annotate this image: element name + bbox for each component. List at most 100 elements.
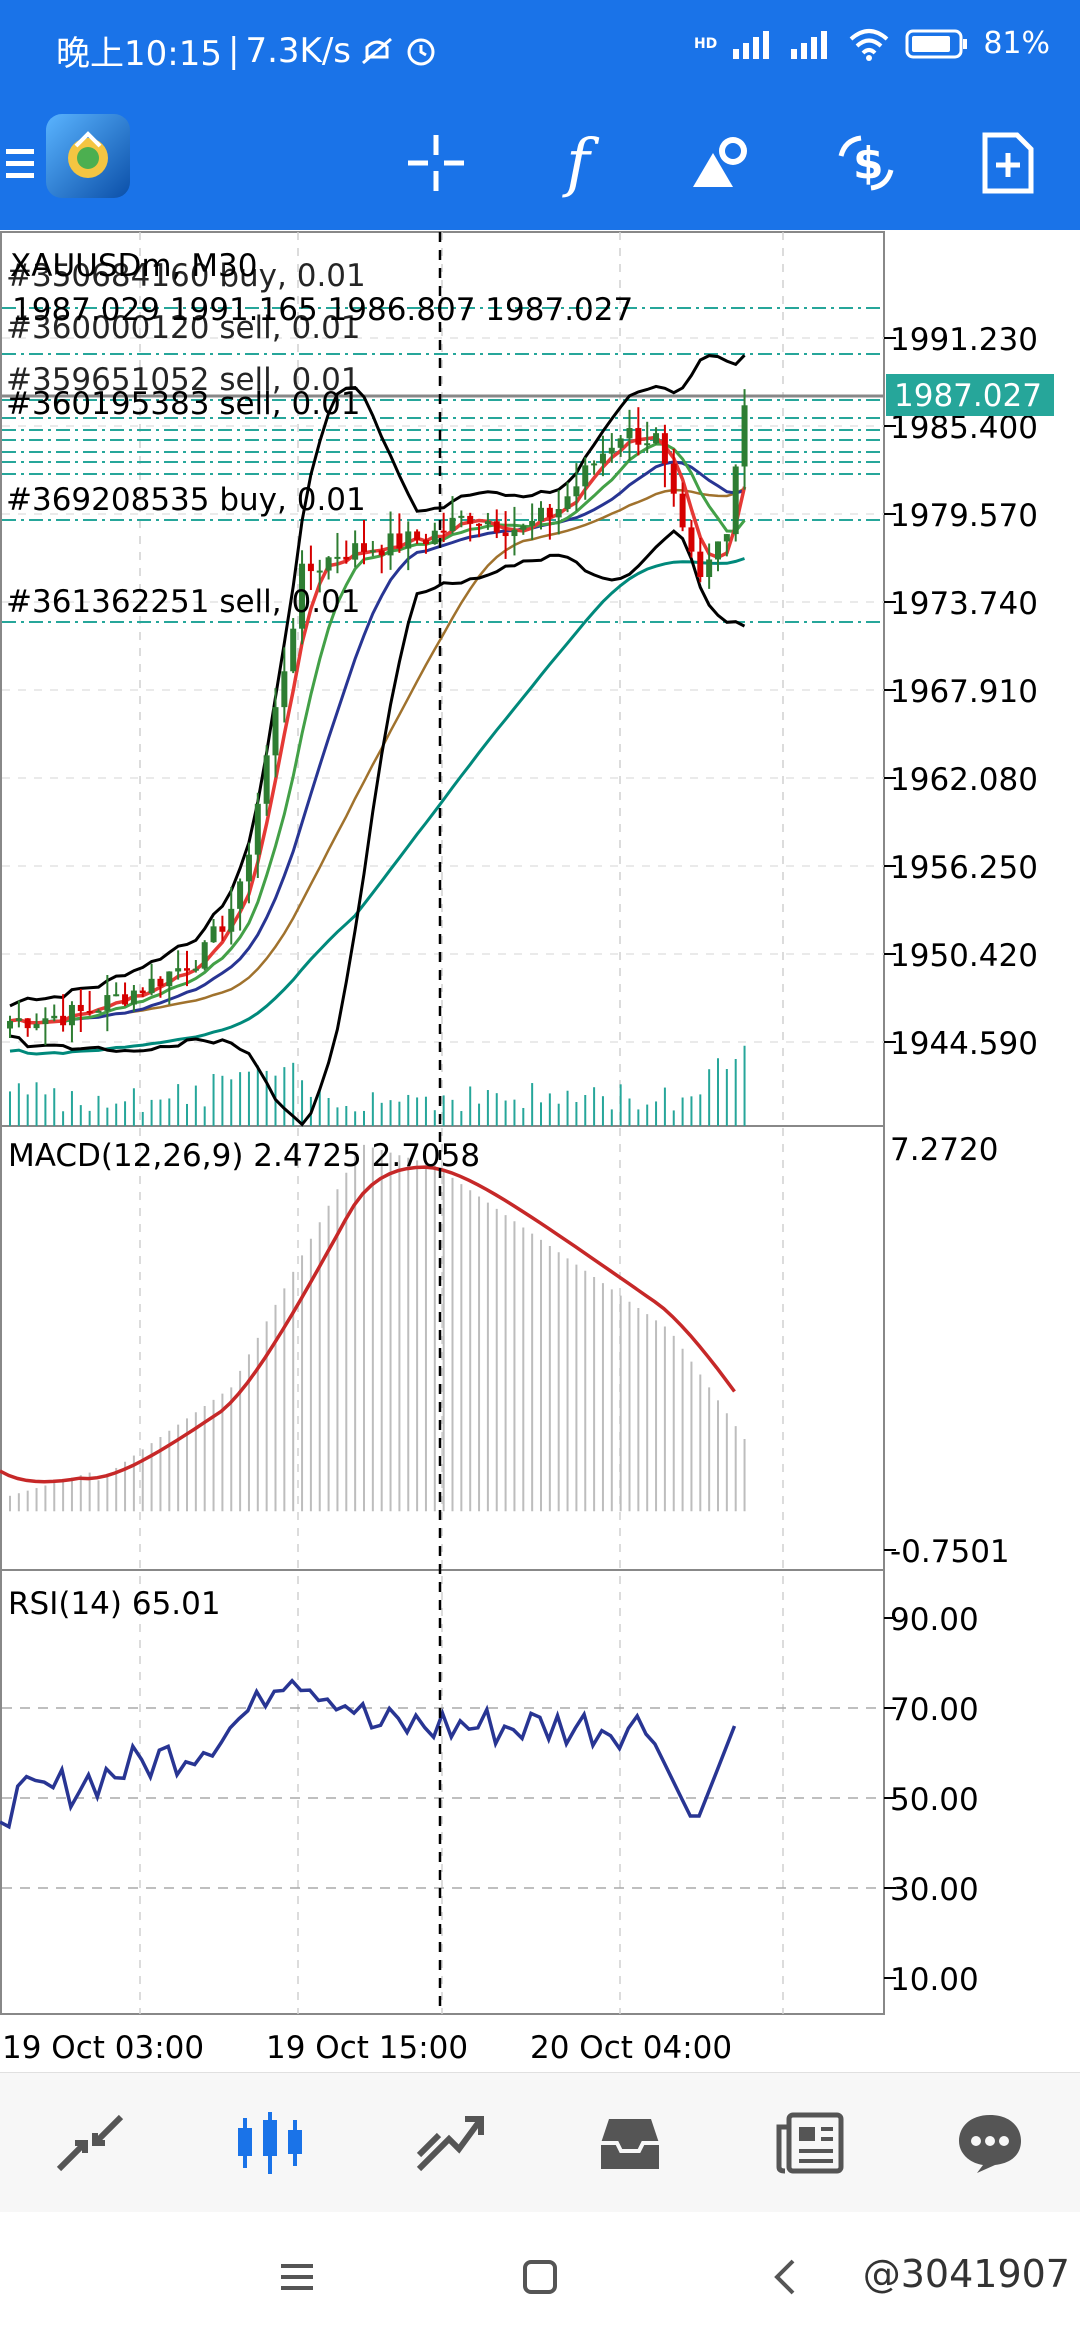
nav-history[interactable] <box>570 2083 690 2203</box>
objects-icon <box>693 137 747 187</box>
candle-body <box>68 1004 75 1026</box>
candle-body <box>679 493 686 528</box>
objects-button[interactable] <box>662 96 782 230</box>
nav-chart[interactable] <box>210 2083 330 2203</box>
candle-body <box>60 1015 67 1026</box>
candle-body <box>564 496 571 510</box>
candle-body <box>42 1018 49 1025</box>
wifi-icon <box>849 28 889 61</box>
candle-body <box>467 515 474 524</box>
candle-body <box>104 995 111 1011</box>
menu-button[interactable] <box>0 96 40 230</box>
candle-body <box>254 803 261 855</box>
nav-quotes[interactable] <box>30 2083 150 2203</box>
current-price-tag <box>886 374 1054 416</box>
home-icon <box>523 2260 557 2294</box>
candle-body <box>139 990 146 994</box>
toolbar: f $ <box>0 96 1080 230</box>
price-label: 1950.420 <box>890 938 1038 974</box>
rsi-axis: 90.00 70.00 50.00 30.00 10.00 <box>884 1602 979 1998</box>
candles <box>7 389 748 1046</box>
candle-body <box>245 854 252 882</box>
watermark: @3041907 <box>862 2252 1070 2296</box>
back-icon <box>774 2259 795 2295</box>
candle-body <box>175 968 182 972</box>
candle-body <box>706 559 713 578</box>
candle-body <box>219 926 226 932</box>
back-button[interactable] <box>740 2232 830 2322</box>
nav-chat[interactable] <box>930 2083 1050 2203</box>
candle-body <box>272 707 279 756</box>
candle-body <box>325 557 332 571</box>
home-button[interactable] <box>495 2232 585 2322</box>
new-order-icon <box>982 132 1034 194</box>
order-label-360195383[interactable]: #360195383 sell, 0.01 <box>6 386 361 422</box>
ma-blue-line <box>9 460 745 1025</box>
signal-icon <box>733 30 770 59</box>
hd-badge: HD <box>693 35 718 52</box>
bollinger-lower <box>9 529 746 1127</box>
candle-body <box>493 521 500 533</box>
order-label-360000120[interactable]: #360000120 sell, 0.01 <box>6 310 361 346</box>
rsi-label: RSI(14) 65.01 <box>8 1586 221 1622</box>
candle-body <box>484 521 491 525</box>
grid <box>2 232 884 2014</box>
trade-nav-icon <box>416 2115 484 2171</box>
candle-body <box>201 942 208 969</box>
nav-news[interactable] <box>750 2083 870 2203</box>
candle-body <box>538 507 544 521</box>
candle-body <box>644 443 651 446</box>
order-label-350684160[interactable]: #350684160 buy, 0.01 <box>6 258 366 294</box>
status-net-speed: 7.3K/s <box>245 30 351 71</box>
ohlc-readout: 1987.029 1991.165 1986.807 1987.027 <box>12 292 633 328</box>
candle-body <box>281 671 288 708</box>
order-label-369208535[interactable]: #369208535 buy, 0.01 <box>6 482 366 518</box>
candle-body <box>573 486 580 497</box>
price-chart[interactable]: XAUUSDm, M30 1987.029 1991.165 1986.807 … <box>0 230 1080 2070</box>
candle-body <box>414 531 421 540</box>
news-icon <box>776 2112 844 2173</box>
candle-body <box>369 550 376 553</box>
battery-icon <box>905 29 968 58</box>
trade-toolbar-button[interactable]: $ <box>806 96 926 230</box>
chat-icon <box>959 2114 1021 2173</box>
alarm-icon <box>407 38 435 65</box>
candle-body <box>626 428 633 439</box>
candle-body <box>51 1015 58 1019</box>
candle-body <box>670 463 677 494</box>
candle-body <box>15 1018 22 1021</box>
crosshair-button[interactable] <box>376 96 496 230</box>
current-price: 1987.027 <box>894 378 1042 414</box>
recents-button[interactable] <box>252 2232 342 2322</box>
order-label-361362251[interactable]: #361362251 sell, 0.01 <box>6 584 361 620</box>
chart-area[interactable]: XAUUSDm, M30 1987.029 1991.165 1986.807 … <box>0 230 1080 2070</box>
candle-body <box>458 515 465 518</box>
system-nav-bar: @3041907 <box>0 2212 1080 2340</box>
volume-bars <box>9 1045 746 1126</box>
function-icon: f <box>566 126 590 200</box>
candle-body <box>263 755 270 804</box>
rsi-axis-label: 30.00 <box>890 1872 979 1908</box>
candle-body <box>661 433 668 464</box>
candle-body <box>440 530 447 533</box>
new-order-button[interactable] <box>948 96 1068 230</box>
order-label-359651052[interactable]: #359651052 sell, 0.01 <box>6 362 361 398</box>
app-logo[interactable] <box>46 114 130 198</box>
candle-body <box>591 463 598 466</box>
time-label-1: 19 Oct 03:00 <box>2 2030 204 2066</box>
candle-body <box>608 447 615 454</box>
candle-body <box>113 994 120 997</box>
order-lines <box>2 307 884 623</box>
candle-body <box>511 529 518 537</box>
candle-body <box>715 541 721 560</box>
top-bar: 晚上10:15 | 7.3K/s HD <box>0 0 1080 230</box>
candle-body <box>546 507 553 518</box>
candle-body <box>334 556 341 559</box>
candle-body <box>378 550 385 556</box>
bollinger-upper <box>9 354 746 1008</box>
nav-trade[interactable] <box>390 2083 510 2203</box>
candle-body <box>697 551 704 578</box>
indicators-button[interactable]: f <box>518 96 638 230</box>
candle-body <box>476 523 483 526</box>
price-label: 1991.230 <box>890 322 1038 358</box>
